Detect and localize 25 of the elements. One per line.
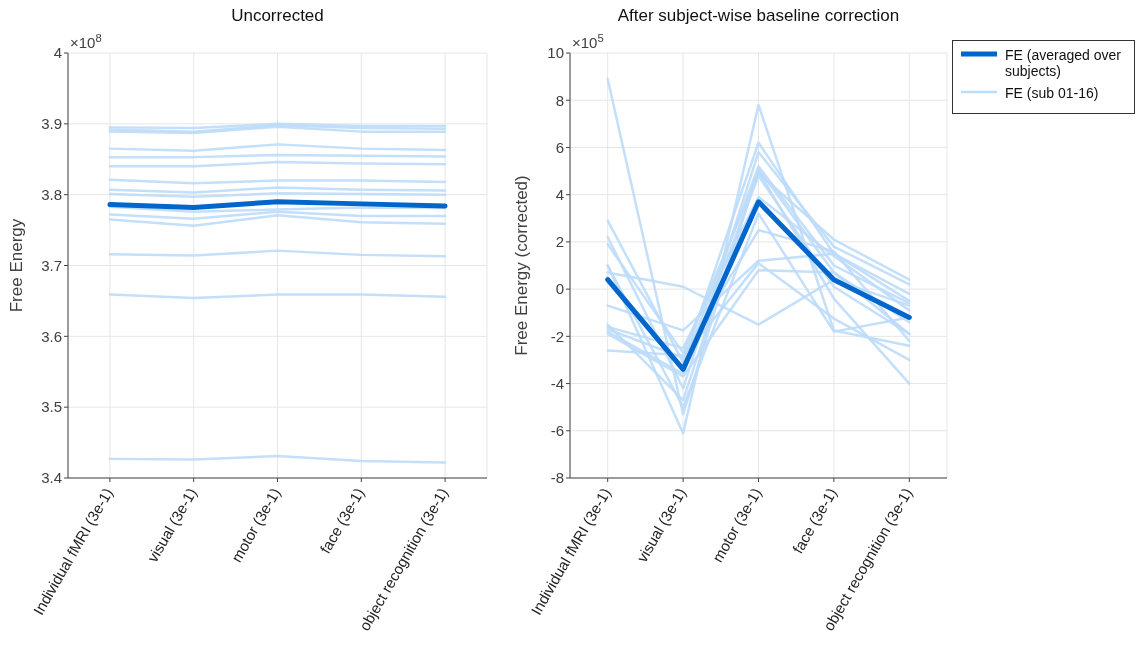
y-tick-label: 6 — [555, 138, 564, 156]
y-tick-label: 3.8 — [41, 185, 62, 203]
legend-label: FE (sub 01-16) — [1005, 85, 1100, 101]
y-axis-title: Free Energy (corrected) — [512, 175, 531, 356]
y-tick-label: -2 — [550, 327, 564, 345]
legend-label: FE (averaged over subjects) — [1005, 47, 1122, 79]
y-tick-label: -4 — [550, 374, 564, 392]
y-tick-label: -6 — [550, 422, 564, 440]
y-tick-label: 4 — [53, 44, 62, 62]
y-tick-label: 10 — [547, 44, 564, 62]
text: ×10$^{5}$ — [572, 32, 604, 51]
y-tick-label: 0 — [555, 280, 564, 298]
y-tick-label: 8 — [555, 91, 564, 109]
chart-title: After subject-wise baseline correction — [616, 6, 901, 26]
chart-title: Uncorrected — [230, 6, 325, 26]
y-tick-label: 3.7 — [41, 256, 62, 274]
y-axis-title: Free Energy — [7, 218, 26, 313]
y-tick-label: 3.9 — [41, 115, 62, 133]
y-tick-label: 4 — [555, 185, 564, 203]
y-tick-label: -8 — [550, 469, 564, 487]
y-tick-label: 3.4 — [41, 469, 62, 487]
y-tick-label: 3.5 — [41, 398, 62, 416]
text: ×10$^{8}$ — [70, 32, 102, 51]
y-tick-label: 2 — [555, 233, 564, 251]
y-tick-label: 3.6 — [41, 327, 62, 345]
